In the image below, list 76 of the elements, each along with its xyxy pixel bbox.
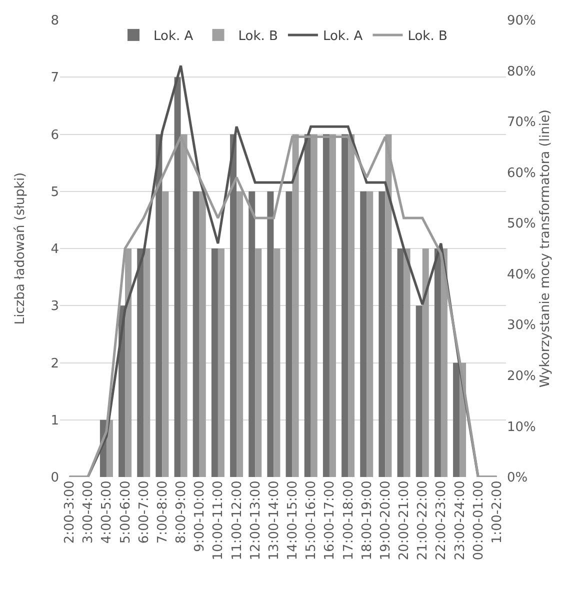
x-tick-label: 12:00-13:00 (248, 480, 264, 560)
y-tick-label: 5 (50, 184, 59, 200)
y2-tick-label: 70% (507, 115, 536, 130)
bar (322, 134, 330, 477)
y2-tick-label: 40% (507, 267, 536, 282)
x-tick-label: 23:00-24:00 (452, 480, 468, 560)
y-tick-label: 4 (50, 242, 59, 258)
bar (404, 248, 410, 477)
y2-tick-label: 30% (507, 318, 536, 334)
bar (397, 248, 404, 477)
y2-tick-label: 10% (507, 420, 536, 435)
bar (342, 134, 348, 477)
bar (274, 248, 280, 477)
y2-tick-label: 0% (507, 470, 528, 486)
bar (267, 191, 274, 477)
bar (286, 191, 292, 477)
bar (156, 134, 162, 477)
bar (366, 191, 374, 477)
bar (378, 191, 386, 477)
x-tick-label: 11:00-12:00 (230, 480, 245, 560)
bar (211, 248, 218, 477)
x-tick-label: 19:00-20:00 (378, 480, 394, 560)
y2-tick-label: 60% (507, 166, 536, 181)
bar (304, 134, 311, 477)
bar (192, 191, 200, 477)
bar (248, 191, 256, 477)
x-tick-label: 15:00-16:00 (304, 480, 320, 560)
legend-label: Lok. A (154, 29, 194, 44)
x-tick-label: 14:00-15:00 (286, 480, 301, 560)
y2-tick-label: 50% (507, 216, 536, 232)
bar (174, 77, 181, 477)
y-tick-label: 2 (50, 356, 59, 372)
x-tick-label: 18:00-19:00 (360, 480, 375, 560)
bar (162, 191, 169, 477)
x-tick-label: 10:00-11:00 (211, 480, 226, 560)
x-tick-label: 9:00-10:00 (192, 480, 208, 552)
y2-axis-title: Wykorzystanie mocy transformatora (linie) (538, 109, 553, 388)
bar (360, 191, 367, 477)
y-tick-label: 8 (50, 14, 59, 29)
x-tick-label: 20:00-21:00 (397, 480, 412, 560)
x-tick-label: 22:00-23:00 (434, 480, 450, 560)
bar (422, 248, 429, 477)
x-tick-label: 16:00-17:00 (322, 480, 338, 560)
y-tick-label: 0 (50, 470, 59, 486)
x-tick-label: 7:00-8:00 (155, 480, 170, 544)
x-tick-label: 21:00-22:00 (416, 480, 431, 560)
bar (230, 134, 237, 477)
legend-label: Lok. B (238, 29, 278, 44)
x-tick-label: 13:00-14:00 (266, 480, 282, 560)
x-tick-label: 4:00-5:00 (100, 480, 115, 544)
y-tick-label: 7 (50, 70, 59, 86)
x-tick-label: 2:00-3:00 (62, 480, 78, 544)
bar (218, 248, 224, 477)
x-tick-label: 6:00-7:00 (136, 480, 152, 544)
bar (255, 248, 262, 477)
y-tick-label: 3 (50, 299, 59, 314)
bar (416, 306, 422, 477)
bar (434, 248, 441, 477)
legend-label: Lok. B (408, 29, 448, 44)
x-tick-label: 5:00-6:00 (118, 480, 134, 544)
x-tick-label: 1:00-2:00 (490, 480, 505, 544)
legend-label: Lok. A (322, 29, 363, 44)
y-axis-title: Liczba ładowań (słupki) (13, 172, 28, 325)
y-tick-label: 1 (50, 413, 59, 428)
y2-tick-label: 90% (507, 14, 536, 29)
y2-tick-label: 20% (507, 368, 536, 384)
bar (137, 248, 144, 477)
x-tick-label: 8:00-9:00 (174, 480, 190, 544)
y2-tick-label: 80% (507, 64, 536, 80)
bar (453, 362, 460, 477)
y-tick-label: 6 (50, 128, 59, 143)
line-series (68, 136, 498, 477)
x-tick-label: 00:00-01:00 (471, 480, 486, 560)
bar (144, 248, 150, 477)
x-tick-label: 3:00-4:00 (81, 480, 96, 544)
x-tick-label: 17:00-18:00 (341, 480, 356, 560)
